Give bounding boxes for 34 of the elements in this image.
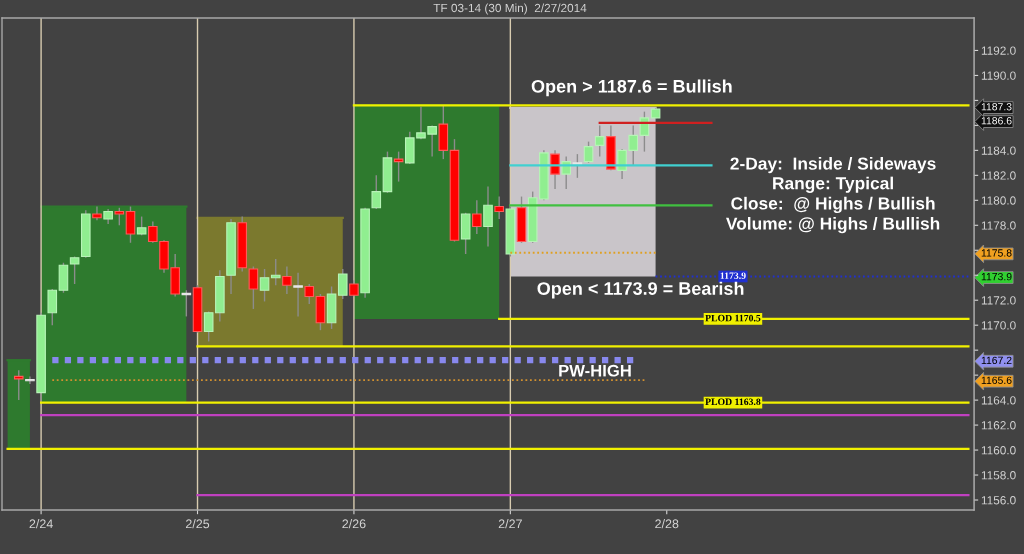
annotation: Volume: @ Highs / Bullish: [726, 217, 940, 234]
x-tick-label: 2/28: [655, 519, 679, 529]
y-tick-label: 1172.0: [981, 296, 1016, 305]
y-tick-label: 1182.0: [981, 171, 1016, 180]
x-tick-label: 2/27: [498, 519, 522, 529]
chart-title: TF 03-14 (30 Min) 2/27/2014: [433, 3, 587, 15]
series-label: PLOD 1163.8: [705, 398, 761, 406]
annotation: Close: @ Highs / Bullish: [731, 196, 935, 214]
y-tick-label: 1170.0: [981, 321, 1016, 330]
x-tick-label: 2/25: [185, 519, 210, 529]
y-tick-label: 1160.0: [981, 446, 1016, 455]
y-tick-label: 1190.0: [981, 71, 1016, 80]
x-tick-label: 2/26: [342, 519, 366, 529]
x-tick-label: 2/24: [29, 519, 53, 529]
y2-tick-label: 1167.2: [981, 356, 1012, 365]
annotation: Open < 1173.9 = Bearish: [537, 281, 744, 299]
series-label: PW-HIGH: [559, 364, 631, 377]
y-tick-label: 1180.0: [981, 196, 1016, 205]
y-tick-label: 1156.0: [981, 496, 1016, 505]
series-label: PLOD 1170.5: [705, 314, 761, 322]
y-tick-label: 1178.0: [981, 221, 1016, 230]
y2-tick-label: 1187.3: [981, 103, 1012, 111]
y-tick-label: 1162.0: [981, 421, 1016, 430]
y-tick-label: 1192.0: [981, 46, 1016, 55]
annotation: Range: Typical: [773, 176, 893, 193]
y2-tick-label: 1173.9: [981, 272, 1012, 281]
y-tick-label: 1164.0: [981, 396, 1016, 405]
y2-tick-label: 1165.6: [981, 376, 1012, 385]
y-tick-label: 1158.0: [981, 471, 1016, 480]
annotation: 2-Day: Inside / Sideways: [730, 157, 936, 174]
annotation: Open > 1187.6 = Bullish: [531, 79, 732, 97]
y2-tick-label: 1175.8: [981, 249, 1012, 257]
y2-tick-label: 1186.6: [981, 117, 1012, 125]
y-tick-label: 1184.0: [981, 146, 1016, 155]
